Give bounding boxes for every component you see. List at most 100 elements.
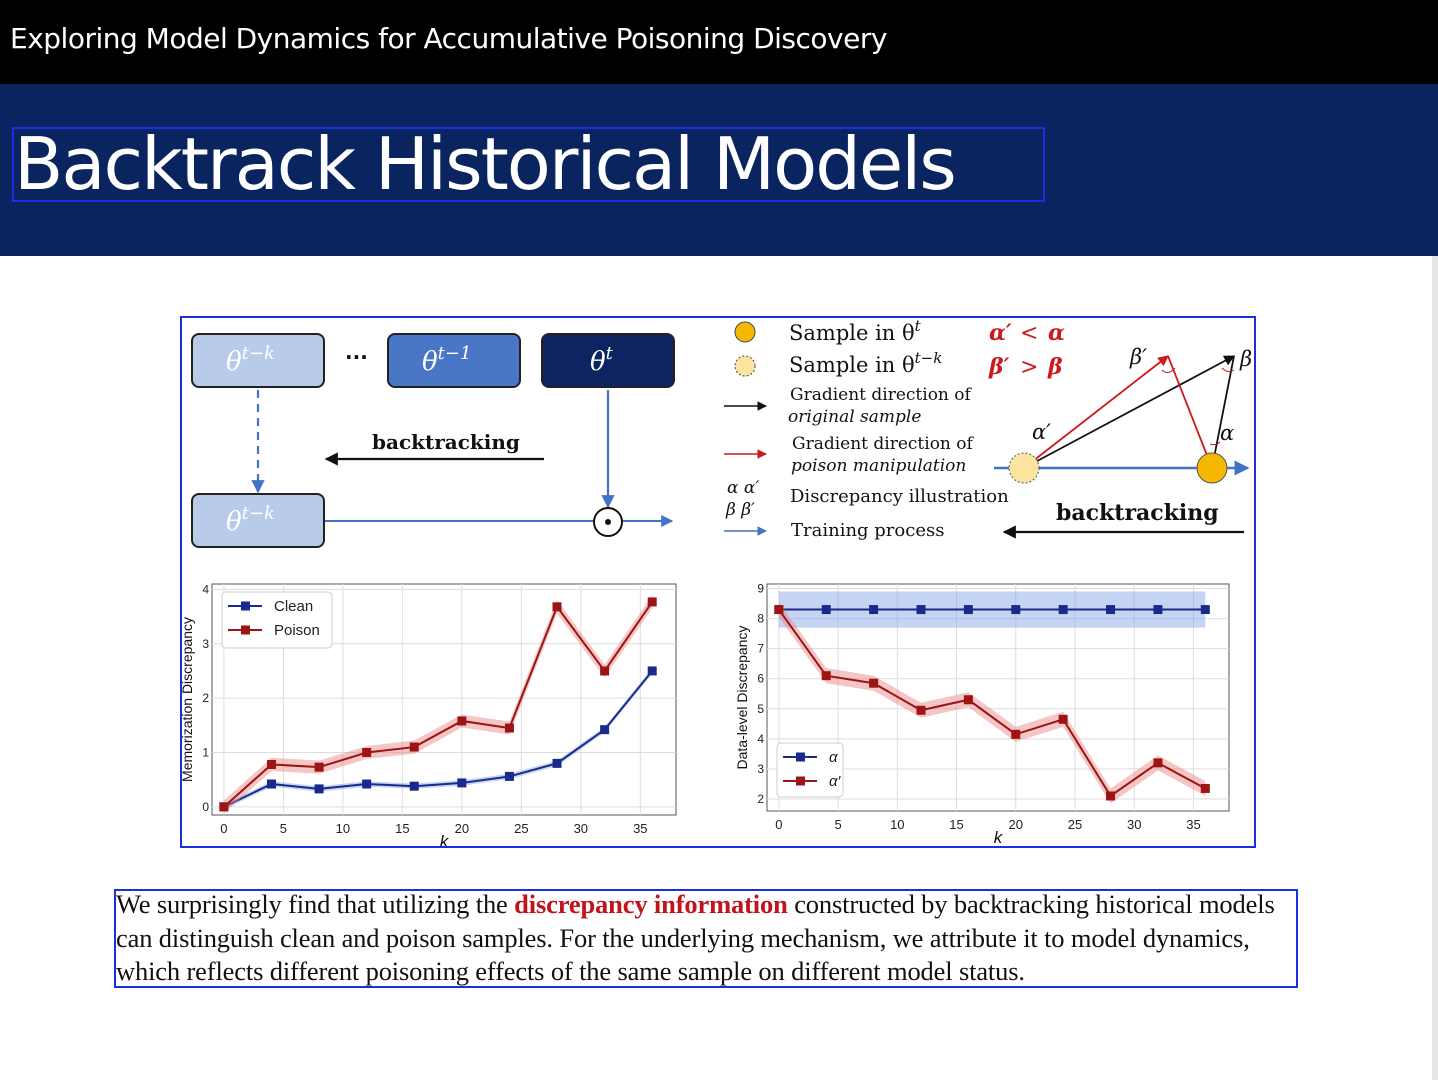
original-gradient-long bbox=[1023, 355, 1235, 469]
legend-entry: α′ bbox=[829, 773, 842, 790]
x-tick-label: 5 bbox=[834, 817, 841, 832]
series-line bbox=[223, 670, 653, 808]
backtracking-label-2: backtracking bbox=[1056, 500, 1219, 526]
y-tick-label: 4 bbox=[757, 732, 764, 746]
x-tick-label: 0 bbox=[775, 817, 782, 832]
data-point bbox=[457, 778, 467, 788]
figure-frame[interactable]: θt−k ··· θt−1 θt backtracking θt−k Sampl… bbox=[180, 316, 1256, 848]
x-tick-label: 20 bbox=[455, 821, 469, 836]
backtracking-label: backtracking bbox=[372, 430, 520, 454]
poison-gradient-long bbox=[1023, 355, 1169, 469]
data-point bbox=[1106, 605, 1116, 615]
model-box-theta-t-minus-k bbox=[191, 333, 325, 388]
data-point bbox=[916, 605, 926, 615]
data-point bbox=[1058, 714, 1068, 724]
x-tick-label: 10 bbox=[890, 817, 904, 832]
data-point bbox=[362, 747, 372, 757]
data-point bbox=[774, 605, 784, 615]
caption-selection-box[interactable] bbox=[114, 889, 1298, 988]
data-point bbox=[1153, 605, 1163, 615]
diagram-legend: Sample in θt Sample in θt−k Gradient dir… bbox=[724, 318, 1009, 541]
legend-entry: Poison bbox=[274, 622, 320, 639]
data-point bbox=[821, 605, 831, 615]
svg-text:β′: β′ bbox=[988, 354, 1010, 380]
data-point bbox=[600, 725, 610, 735]
x-tick-label: 15 bbox=[395, 821, 409, 836]
legend-grad-poison-line2: poison manipulation bbox=[791, 456, 966, 476]
y-tick-label: 9 bbox=[757, 582, 764, 596]
data-point bbox=[647, 666, 657, 676]
angle-label-beta: β bbox=[1239, 347, 1252, 371]
data-point bbox=[1011, 605, 1021, 615]
x-tick-label: 25 bbox=[1068, 817, 1082, 832]
data-point bbox=[266, 779, 276, 789]
svg-text:θt−1: θt−1 bbox=[422, 343, 471, 377]
sample-current-marker bbox=[734, 321, 756, 343]
current-sample-point bbox=[1196, 452, 1228, 484]
legend-entry: α bbox=[829, 749, 838, 766]
data-point bbox=[457, 716, 467, 726]
data-point bbox=[963, 605, 973, 615]
plot-area bbox=[766, 583, 1230, 812]
y-tick-label: 5 bbox=[757, 702, 764, 716]
data-point bbox=[314, 762, 324, 772]
model-box-theta-t-minus-1 bbox=[387, 333, 521, 388]
x-tick-label: 20 bbox=[1009, 817, 1023, 832]
data-point bbox=[219, 802, 229, 812]
legend-sample-t-k: Sample in θt−k bbox=[789, 349, 942, 377]
slide-edge bbox=[1432, 256, 1438, 1080]
x-axis-label: k bbox=[994, 828, 1004, 846]
angle-label-alpha-prime: α′ bbox=[1032, 420, 1051, 444]
legend-greek-alpha: α α′ bbox=[727, 478, 759, 498]
legend-entry: Clean bbox=[274, 598, 313, 615]
original-gradient-short bbox=[1211, 355, 1235, 469]
x-tick-label: 15 bbox=[949, 817, 963, 832]
data-point bbox=[409, 742, 419, 752]
y-tick-label: 1 bbox=[202, 745, 209, 759]
svg-text:α′: α′ bbox=[989, 320, 1012, 346]
svg-text:θt−k: θt−k bbox=[226, 503, 275, 537]
data-point bbox=[869, 605, 879, 615]
data-point bbox=[963, 695, 973, 705]
y-tick-label: 3 bbox=[757, 762, 764, 776]
x-tick-label: 25 bbox=[514, 821, 528, 836]
svg-text:θt: θt bbox=[590, 343, 614, 377]
data-point bbox=[266, 759, 276, 769]
data-point bbox=[821, 671, 831, 681]
angle-label-beta-prime: β′ bbox=[1129, 345, 1147, 369]
data-point bbox=[552, 602, 562, 612]
angle-label-alpha: α bbox=[1220, 421, 1234, 445]
poison-gradient-short bbox=[1167, 355, 1213, 469]
series-line bbox=[778, 608, 1206, 798]
data-point bbox=[1200, 783, 1210, 793]
series-band bbox=[223, 595, 653, 814]
svg-text:<: < bbox=[1020, 321, 1038, 346]
x-tick-label: 30 bbox=[1127, 817, 1141, 832]
x-tick-label: 35 bbox=[1186, 817, 1200, 832]
y-axis-label: Memorization Discrepancy bbox=[182, 617, 195, 782]
series-line bbox=[223, 601, 654, 808]
sample-historical-marker bbox=[734, 355, 756, 377]
legend-discrepancy: Discrepancy illustration bbox=[790, 486, 1009, 507]
backtracking-diagram: θt−k ··· θt−1 θt backtracking θt−k bbox=[191, 333, 675, 548]
y-tick-label: 6 bbox=[757, 672, 764, 686]
legend-swatch-marker bbox=[241, 601, 250, 611]
legend-swatch-marker bbox=[796, 776, 805, 786]
ellipsis: ··· bbox=[345, 345, 368, 369]
window-title-bar: Exploring Model Dynamics for Accumulativ… bbox=[0, 0, 1438, 84]
data-point bbox=[647, 597, 657, 607]
legend-grad-poison-line1: Gradient direction of bbox=[792, 434, 975, 454]
caption-part-1: We surprisingly find that utilizing the bbox=[116, 889, 515, 919]
data-point bbox=[1106, 791, 1116, 801]
y-tick-label: 0 bbox=[202, 800, 209, 814]
data-point bbox=[1058, 605, 1068, 615]
svg-text:θt−k: θt−k bbox=[226, 343, 275, 377]
slide-title: Backtrack Historical Models bbox=[14, 122, 957, 206]
angle-illustration: α′ < α β′ > β β′ β α′ α bbox=[988, 320, 1252, 539]
model-box-theta-t-minus-k-copy bbox=[191, 493, 325, 548]
data-level-chart: 0 5 10 15 20 25 30 35 2 3 4 5 6 7 8 9 k Data-level Discre… bbox=[734, 582, 1230, 846]
data-point bbox=[504, 771, 514, 781]
data-point bbox=[600, 666, 610, 676]
slide-title-selection-box[interactable] bbox=[12, 127, 1045, 202]
y-tick-label: 3 bbox=[202, 637, 209, 651]
